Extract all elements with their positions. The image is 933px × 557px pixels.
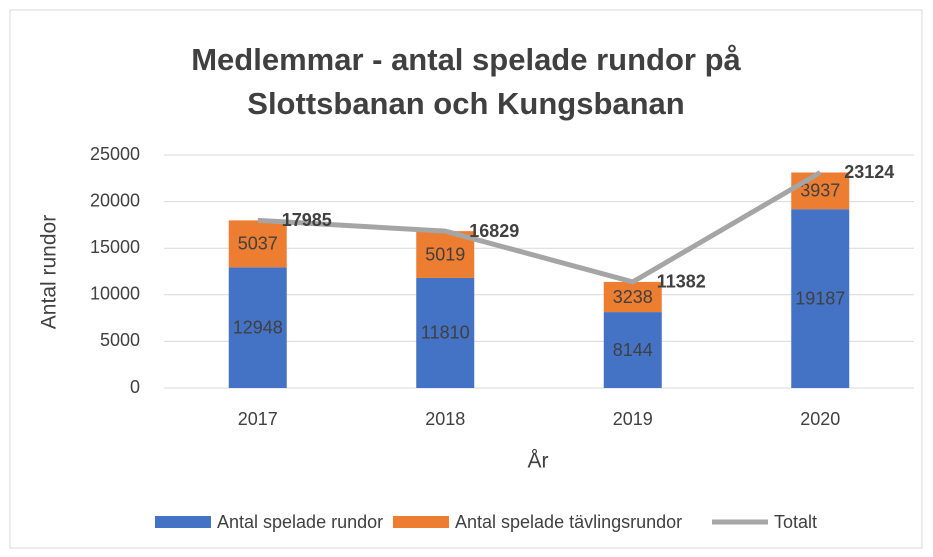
data-label: 23124 [844, 162, 894, 182]
bar-segment [791, 172, 850, 210]
bar-segment [791, 209, 850, 388]
bar-segment [416, 277, 475, 388]
y-tick-label: 5000 [100, 330, 140, 350]
data-label: 19187 [795, 288, 845, 308]
x-tick-label: 2017 [238, 409, 278, 429]
data-label: 5019 [425, 244, 465, 264]
chart-title: Medlemmar - antal spelade rundor på Slot… [191, 42, 741, 121]
y-tick-label: 10000 [90, 284, 140, 304]
data-label: 17985 [282, 210, 332, 230]
data-label: 3238 [613, 287, 653, 307]
data-label: 8144 [613, 340, 653, 360]
bar-segment [603, 312, 662, 388]
data-label: 11810 [421, 323, 470, 343]
y-tick-label: 0 [130, 377, 140, 397]
y-axis-title: Antal rundor [38, 215, 61, 329]
legend-label: Totalt [774, 512, 817, 532]
bar-segment [228, 220, 287, 268]
bar-segment [603, 281, 662, 313]
y-tick-label: 20000 [90, 190, 140, 210]
legend-swatch [393, 516, 449, 528]
data-label: 12948 [233, 317, 283, 337]
x-tick-label: 2019 [613, 409, 653, 429]
y-tick-label: 15000 [90, 237, 140, 257]
data-label: 3937 [800, 181, 840, 201]
bar-segment [228, 267, 287, 388]
legend-label: Antal spelade rundor [217, 512, 383, 532]
legend-swatch [155, 516, 211, 528]
x-axis-title: År [528, 450, 549, 473]
x-tick-label: 2018 [425, 409, 465, 429]
data-label: 5037 [238, 234, 278, 254]
data-label: 11382 [657, 272, 706, 292]
y-tick-label: 25000 [90, 144, 140, 164]
line-series [257, 170, 822, 285]
data-label: 16829 [469, 221, 519, 241]
legend-label: Antal spelade tävlingsrundor [455, 512, 682, 532]
x-tick-label: 2020 [800, 409, 840, 429]
